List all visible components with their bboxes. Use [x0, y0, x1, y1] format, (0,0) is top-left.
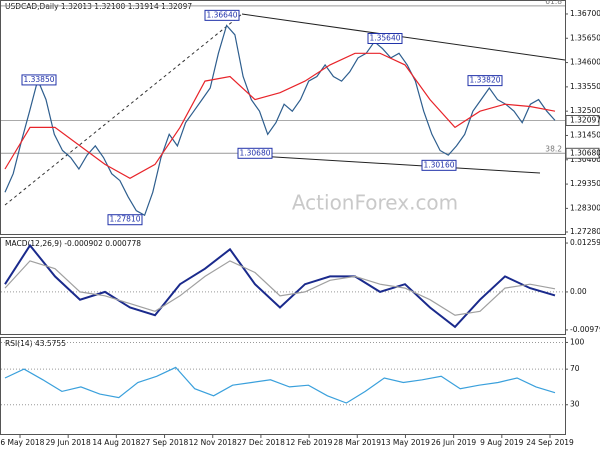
annotation-label: 1.30680 — [239, 148, 270, 157]
x-tick-label: 12 Nov 2018 — [189, 438, 237, 447]
fib-label: 61.8 — [545, 0, 562, 6]
price-marker-box — [565, 147, 600, 159]
rsi-panel — [0, 337, 566, 435]
annotation-label: 1.33820 — [469, 76, 500, 85]
y-tick-label: 1.27280 — [570, 227, 600, 236]
watermark: ActionForex.com — [292, 191, 458, 215]
annotation-label: 1.30160 — [423, 160, 454, 169]
series-line — [4, 24, 556, 217]
x-tick-label: 29 Jun 2018 — [46, 438, 91, 447]
x-tick-label: 16 May 2018 — [0, 438, 45, 447]
x-tick-label: 14 Aug 2018 — [92, 438, 140, 447]
x-tick-label: 13 May 2019 — [381, 438, 430, 447]
annotation-box — [237, 147, 273, 159]
y-tick-label: 1.34600 — [570, 58, 600, 67]
y-tick-label: -0.00979 — [570, 325, 600, 334]
annotation-box — [421, 159, 457, 171]
upper-trendline — [241, 13, 566, 61]
series-line — [4, 52, 556, 179]
x-tick-label: 24 Sep 2019 — [526, 438, 574, 447]
annotation-label: 1.33850 — [23, 75, 54, 84]
rsi-title: RSI(14) 43.5755 — [5, 339, 66, 348]
y-tick-label: 30 — [570, 400, 580, 409]
x-tick-label: 9 Aug 2019 — [480, 438, 523, 447]
macd-title: MACD(12,26,9) -0.000902 0.000778 — [5, 239, 141, 248]
price-marker-box — [565, 114, 600, 126]
annotation-box — [467, 75, 503, 87]
y-tick-label: 100 — [570, 337, 585, 346]
price-title: USDCAD,Daily 1.32013 1.32100 1.31914 1.3… — [5, 2, 192, 11]
annotation-label: 1.27810 — [109, 215, 140, 224]
fib-label: 38.2 — [545, 144, 562, 153]
x-tick-label: 26 Jun 2019 — [431, 438, 476, 447]
price-marker-label: 1.30680 — [570, 148, 600, 157]
x-tick-label: 27 Dec 2018 — [237, 438, 285, 447]
y-tick-label: 1.36700 — [570, 9, 600, 18]
y-tick-label: 1.28300 — [570, 203, 600, 212]
price-panel — [0, 0, 566, 235]
annotation-label: 1.36640 — [206, 10, 237, 19]
y-tick-label: 0.012599 — [570, 238, 600, 247]
annotation-box — [204, 9, 240, 21]
annotation-label: 1.35640 — [369, 33, 400, 42]
dashed-trendline — [4, 13, 243, 206]
price-marker-label: 1.32097 — [570, 115, 600, 124]
y-tick-label: 1.31450 — [570, 130, 600, 139]
y-tick-label: 1.30400 — [570, 155, 600, 164]
annotation-box — [367, 32, 403, 44]
x-tick-label: 27 Sep 2018 — [141, 438, 189, 447]
macd-panel — [0, 237, 566, 335]
y-tick-label: 0.00 — [570, 287, 587, 296]
lower-trendline — [241, 154, 541, 174]
y-tick-label: 1.29350 — [570, 179, 600, 188]
x-tick-label: 12 Feb 2019 — [286, 438, 333, 447]
y-tick-label: 1.35650 — [570, 33, 600, 42]
series-line — [4, 366, 556, 404]
x-tick-label: 28 Mar 2019 — [333, 438, 381, 447]
y-tick-label: 1.33550 — [570, 82, 600, 91]
y-tick-label: 70 — [570, 364, 580, 373]
series-line — [4, 260, 556, 316]
series-line — [4, 243, 556, 329]
annotation-box — [21, 74, 57, 86]
annotation-box — [107, 214, 143, 226]
y-tick-label: 1.32500 — [570, 106, 600, 115]
